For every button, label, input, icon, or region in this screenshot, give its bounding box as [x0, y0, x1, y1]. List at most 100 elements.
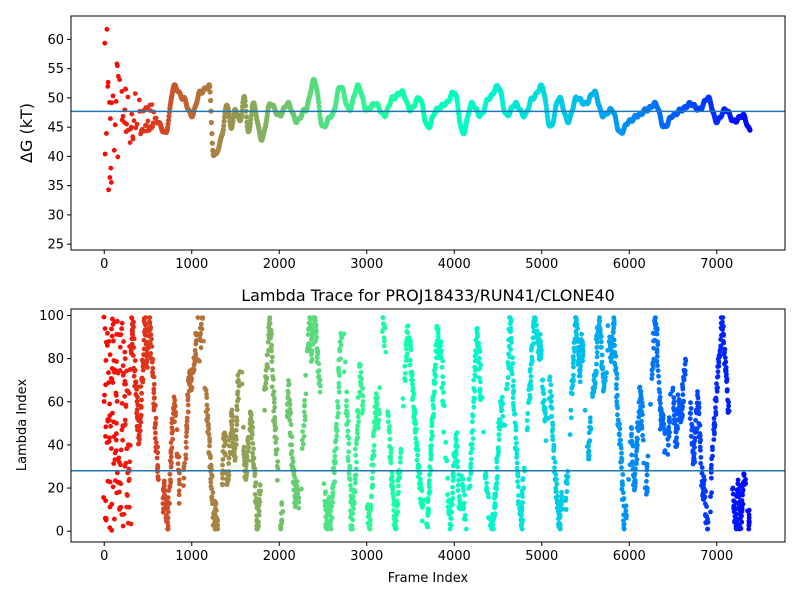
- lambda-point: [549, 406, 555, 411]
- lambda-point: [334, 421, 339, 427]
- lambda-point: [167, 471, 173, 477]
- lambda-point: [713, 405, 718, 411]
- lambda-point: [492, 511, 498, 517]
- lambda-point: [557, 513, 563, 518]
- lambda-point: [207, 443, 212, 449]
- lambda-point: [675, 392, 681, 398]
- lambda-point: [612, 343, 617, 348]
- lambda-point: [654, 327, 660, 333]
- lambda-point: [256, 512, 262, 518]
- lambda-point: [710, 453, 715, 459]
- dg-x-tick-label: 7000: [700, 257, 733, 272]
- lambda-point: [250, 441, 256, 446]
- lambda-point: [477, 389, 483, 395]
- lambda-point: [632, 484, 638, 490]
- dg-x-tick-label: 5000: [525, 257, 558, 272]
- lambda-point: [299, 437, 305, 443]
- lambda-point: [476, 375, 482, 381]
- lambda-point: [352, 446, 358, 452]
- lambda-point: [175, 454, 181, 460]
- lambda-point: [166, 500, 172, 505]
- lambda-point: [695, 395, 701, 401]
- lambda-point: [626, 477, 631, 482]
- lambda-point: [165, 495, 171, 500]
- lambda-point: [387, 429, 392, 435]
- lambda-point: [336, 389, 342, 395]
- lambda-point: [329, 515, 335, 521]
- lambda-point: [192, 360, 198, 365]
- lambda-point: [172, 403, 178, 409]
- lambda-point: [520, 476, 526, 481]
- lambda-point: [126, 476, 132, 482]
- lambda-point: [239, 369, 245, 375]
- lambda-point: [467, 483, 473, 489]
- lambda-point: [388, 460, 394, 466]
- lambda-point: [640, 437, 646, 443]
- lambda-point: [653, 321, 659, 327]
- lambda-point: [656, 380, 662, 385]
- lambda-point: [387, 424, 392, 429]
- lambda-point: [393, 526, 398, 532]
- lambda-point: [234, 422, 240, 428]
- lambda-point: [489, 525, 495, 531]
- lambda-point: [515, 473, 521, 479]
- lambda-point: [102, 326, 108, 331]
- lambda-point: [109, 333, 115, 339]
- lambda-point: [614, 394, 619, 400]
- lambda-point: [106, 380, 112, 385]
- lambda-point: [232, 442, 238, 448]
- lambda-point: [107, 417, 112, 423]
- lambda-point: [175, 461, 181, 467]
- lambda-point: [408, 343, 414, 349]
- lambda-point: [482, 475, 488, 481]
- lambda-point: [191, 367, 197, 372]
- lambda-point: [660, 415, 666, 421]
- lambda-point: [726, 403, 731, 409]
- lambda-point: [746, 507, 752, 513]
- lambda-point: [637, 384, 643, 390]
- lambda-point: [461, 506, 466, 512]
- lambda-point: [122, 356, 128, 362]
- lambda-point: [680, 382, 685, 387]
- lambda-point: [264, 362, 270, 367]
- lambda-point: [127, 442, 133, 448]
- lambda-point: [711, 416, 717, 421]
- lambda-point: [445, 475, 451, 481]
- lambda-point: [579, 331, 584, 337]
- lambda-point: [348, 482, 353, 488]
- lambda-point: [478, 397, 483, 402]
- lambda-point: [599, 352, 605, 358]
- lambda-point: [274, 477, 280, 483]
- lambda-point: [427, 472, 433, 477]
- lambda-point: [117, 344, 123, 350]
- lambda-point: [688, 400, 693, 406]
- dg-y-tick-label: 25: [47, 238, 64, 253]
- dg-point: [207, 84, 213, 90]
- lambda-point: [573, 315, 579, 320]
- lambda-point: [694, 426, 700, 432]
- lambda-point: [232, 446, 238, 451]
- lambda-point: [212, 499, 218, 505]
- lambda-point: [710, 444, 715, 450]
- lambda-point: [711, 437, 717, 442]
- lambda-point: [140, 367, 146, 373]
- lambda-point: [269, 354, 275, 360]
- lambda-point: [106, 370, 111, 376]
- lambda-point: [369, 493, 374, 499]
- lambda-point: [313, 330, 319, 336]
- dg-point: [111, 147, 117, 153]
- lambda-point: [477, 349, 483, 354]
- lambda-point: [103, 358, 109, 363]
- lambda-point: [441, 429, 447, 435]
- lambda-point: [156, 477, 161, 482]
- lambda-point: [371, 448, 376, 454]
- dg-point: [104, 131, 109, 136]
- lambda-point: [101, 399, 107, 404]
- lambda-point: [692, 445, 697, 450]
- lambda-point: [301, 409, 307, 415]
- dg-point: [131, 118, 137, 124]
- lambda-point: [345, 458, 351, 464]
- dg-point: [220, 127, 226, 133]
- lambda-point: [611, 325, 616, 331]
- lambda-point: [245, 448, 251, 454]
